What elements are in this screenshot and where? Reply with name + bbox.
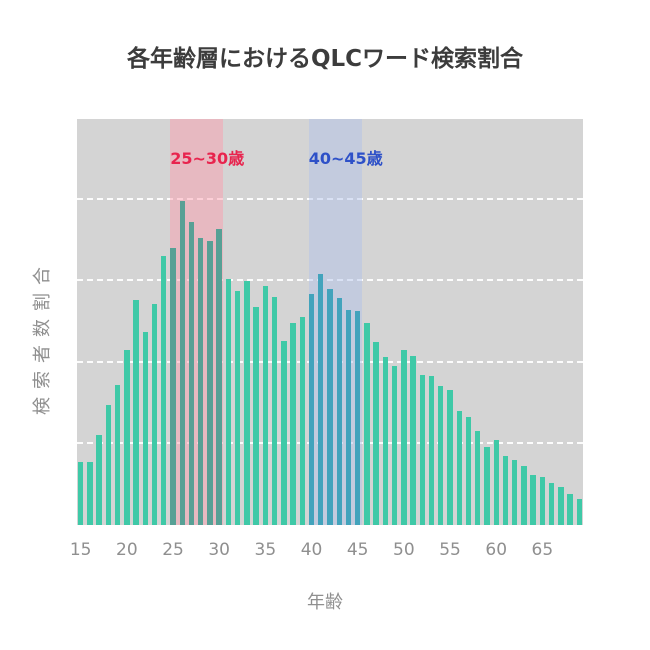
gridline: [77, 279, 583, 282]
bar-age-46: [364, 322, 370, 525]
bar-age-69: [576, 499, 582, 525]
bar-age-34: [253, 307, 259, 525]
gridline: [77, 198, 583, 201]
bar-age-20: [124, 349, 130, 525]
bar-age-37: [281, 340, 287, 525]
bar-age-16: [87, 462, 93, 525]
bar-age-61: [502, 455, 509, 525]
bar-age-52: [419, 374, 426, 525]
x-tick-label-45: 45: [346, 540, 369, 560]
y-axis-label: 検索者数割合: [32, 259, 53, 415]
highlight-band-25-30: 25~30歳: [170, 119, 245, 525]
bar-age-26: [179, 201, 185, 525]
bar-age-47: [373, 342, 379, 525]
bar-age-53: [428, 375, 435, 525]
bar-age-33: [244, 280, 250, 525]
bar-age-36: [271, 296, 278, 525]
bar-age-66: [548, 482, 555, 525]
x-tick-label-25: 25: [162, 540, 184, 560]
x-tick-label-55: 55: [439, 540, 461, 560]
bar-age-32: [234, 291, 241, 525]
bar-age-56: [456, 411, 462, 525]
x-tick-label-30: 30: [208, 540, 231, 560]
bar-age-63: [521, 465, 527, 525]
x-tick-label-60: 60: [485, 540, 508, 560]
bar-age-23: [151, 304, 158, 525]
bar-age-21: [133, 300, 139, 525]
bar-age-38: [290, 322, 296, 525]
x-tick-label-65: 65: [531, 540, 554, 560]
bar-age-41: [318, 274, 324, 525]
x-axis-label: 年齢: [307, 592, 343, 613]
bar-age-19: [114, 384, 121, 525]
bar-age-22: [142, 331, 149, 525]
bar-age-50: [401, 350, 407, 525]
bar-age-55: [447, 390, 453, 525]
x-tick-label-15: 15: [69, 540, 92, 560]
bar-age-42: [327, 288, 333, 525]
bar-age-30: [216, 228, 222, 525]
highlight-band-40-45: 40~45歳: [308, 119, 383, 525]
bar-age-39: [299, 317, 305, 525]
x-tick-label-50: 50: [393, 540, 415, 560]
highlight-band-label: 40~45歳: [308, 149, 383, 168]
bar-age-15: [77, 461, 84, 525]
x-axis-tick-labels: 15 20 25 30 35 40 45 50 55 60 65: [70, 540, 583, 562]
bar-age-60: [493, 439, 499, 525]
bar-age-25: [170, 248, 176, 525]
x-tick-label-35: 35: [254, 540, 277, 560]
bar-age-31: [225, 278, 232, 525]
bar-age-28: [198, 237, 204, 525]
bar-age-65: [539, 477, 546, 525]
plot-area: 25~30歳 40~45歳: [77, 119, 583, 525]
bar-age-58: [475, 430, 481, 525]
bar-age-43: [336, 297, 342, 525]
bar-age-45: [355, 310, 361, 525]
bar-age-57: [465, 417, 472, 525]
chart-title: 各年齢層におけるQLCワード検索割合: [126, 46, 524, 72]
bar-age-49: [391, 365, 398, 525]
bar-age-29: [207, 240, 213, 525]
bar-age-51: [410, 356, 416, 525]
bar-age-18: [105, 404, 112, 525]
bar-age-62: [511, 460, 518, 525]
bar-age-48: [382, 356, 389, 525]
bar-age-67: [558, 486, 564, 525]
x-tick-label-20: 20: [116, 540, 138, 560]
bar-age-64: [530, 474, 536, 525]
bar-age-17: [96, 434, 102, 525]
bar-age-59: [484, 447, 490, 525]
bar-age-24: [161, 256, 167, 525]
x-tick-label-40: 40: [300, 540, 323, 560]
bar-age-35: [262, 286, 269, 525]
bar-age-40: [308, 294, 315, 525]
bar-age-27: [188, 222, 195, 525]
bar-age-44: [345, 309, 352, 525]
bar-age-68: [567, 494, 573, 525]
bar-age-54: [438, 386, 444, 525]
highlight-band-label: 25~30歳: [170, 149, 245, 168]
